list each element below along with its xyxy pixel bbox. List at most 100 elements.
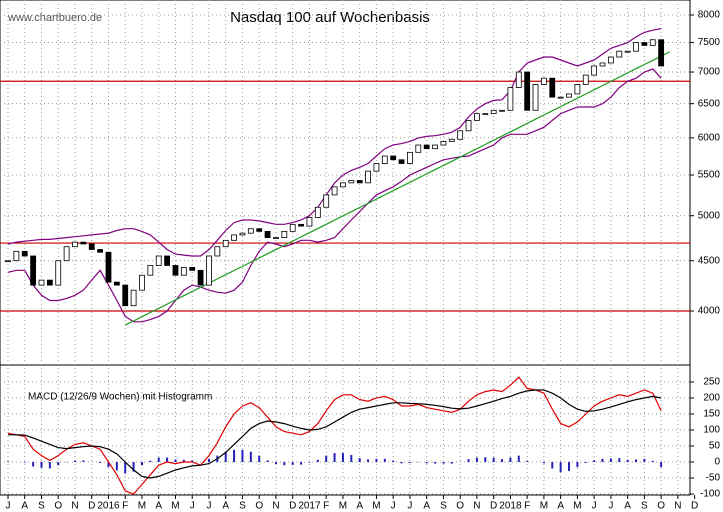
x-tick-label: J bbox=[608, 501, 613, 512]
histogram-bar bbox=[149, 460, 152, 463]
candle bbox=[407, 151, 413, 164]
histogram-bar bbox=[643, 458, 646, 463]
y-tick-label: 50 bbox=[709, 441, 721, 452]
y-tick-label: 4000 bbox=[698, 306, 721, 317]
candle bbox=[398, 159, 405, 164]
upper-band bbox=[7, 28, 662, 257]
x-tick-label: D bbox=[691, 501, 698, 512]
x-tick-label: N bbox=[473, 501, 480, 512]
candle bbox=[189, 267, 196, 271]
histogram-bar bbox=[601, 458, 604, 463]
histogram-bar bbox=[450, 462, 453, 464]
x-tick-label: F bbox=[323, 501, 329, 512]
candle bbox=[457, 130, 464, 140]
histogram-bar bbox=[584, 462, 587, 463]
histogram-bar bbox=[157, 457, 160, 463]
x-tick-label: J bbox=[592, 501, 597, 512]
histogram-bar bbox=[475, 457, 478, 463]
candle bbox=[46, 279, 53, 286]
candle bbox=[273, 237, 279, 240]
candle bbox=[549, 77, 556, 98]
candle bbox=[557, 96, 564, 99]
candle bbox=[381, 155, 388, 164]
x-tick-label: D bbox=[490, 501, 497, 512]
candle bbox=[582, 74, 589, 85]
histogram-bar bbox=[358, 458, 361, 463]
histogram-bar bbox=[274, 462, 277, 464]
histogram-bar bbox=[266, 460, 269, 463]
histogram-bar bbox=[408, 462, 411, 463]
x-tick-label: A bbox=[557, 501, 564, 512]
candle bbox=[423, 144, 430, 150]
x-tick-label: N bbox=[674, 501, 681, 512]
macd-line bbox=[7, 376, 662, 495]
histogram-bar bbox=[593, 460, 596, 463]
candle bbox=[499, 109, 505, 112]
x-tick-label: J bbox=[6, 501, 11, 512]
histogram-bar bbox=[132, 462, 135, 472]
x-tick-label: O bbox=[456, 501, 464, 512]
histogram-bar bbox=[32, 462, 35, 467]
x-tick-label: A bbox=[423, 501, 430, 512]
x-tick-label: A bbox=[624, 501, 631, 512]
histogram-bar bbox=[551, 462, 554, 469]
histogram-bar bbox=[434, 462, 437, 464]
candle bbox=[507, 87, 514, 111]
x-tick-label: O bbox=[255, 501, 263, 512]
x-tick-label: M bbox=[171, 501, 179, 512]
histogram-bar bbox=[542, 462, 545, 464]
x-tick-label: O bbox=[657, 501, 665, 512]
y-tick-label: 100 bbox=[703, 425, 720, 436]
candle bbox=[340, 182, 346, 188]
candle bbox=[440, 141, 447, 146]
histogram-bar bbox=[325, 455, 328, 463]
histogram-bar bbox=[383, 458, 386, 463]
candle bbox=[373, 163, 380, 172]
candle bbox=[147, 265, 154, 276]
histogram-bar bbox=[140, 462, 143, 466]
candle bbox=[281, 230, 288, 239]
y-tick-label: 4500 bbox=[698, 255, 721, 266]
candle bbox=[574, 84, 581, 95]
candle bbox=[55, 260, 62, 286]
candle bbox=[247, 228, 254, 234]
lower-band bbox=[7, 68, 662, 323]
y-tick-label: 5000 bbox=[698, 210, 721, 221]
histogram-bar bbox=[526, 461, 529, 463]
histogram-bar bbox=[174, 459, 177, 463]
candle bbox=[155, 255, 162, 266]
x-tick-label: J bbox=[206, 501, 211, 512]
x-tick-label: S bbox=[440, 501, 447, 512]
candle bbox=[13, 250, 20, 262]
candle bbox=[80, 241, 87, 245]
candle bbox=[532, 84, 539, 111]
candle bbox=[206, 255, 212, 286]
histogram-bar bbox=[48, 462, 51, 469]
candle bbox=[306, 217, 313, 227]
histogram-bar bbox=[492, 457, 495, 463]
histogram-bar bbox=[635, 459, 638, 463]
candle bbox=[356, 180, 363, 184]
x-tick-label: 2016 bbox=[97, 501, 120, 512]
watermark: www.chartbuero.de bbox=[7, 12, 102, 24]
y-tick-label: -100 bbox=[700, 489, 720, 500]
x-tick-label: J bbox=[391, 501, 396, 512]
histogram-bar bbox=[350, 454, 353, 463]
histogram-bar bbox=[375, 458, 378, 463]
candle bbox=[490, 109, 497, 115]
candle bbox=[624, 50, 631, 53]
candle bbox=[88, 243, 95, 250]
histogram-bar bbox=[367, 459, 370, 463]
y-tick-label: 6000 bbox=[698, 132, 721, 143]
x-tick-label: N bbox=[71, 501, 78, 512]
x-tick-label: A bbox=[155, 501, 162, 512]
candle bbox=[323, 194, 330, 208]
candle bbox=[482, 113, 489, 116]
histogram-bar bbox=[7, 461, 9, 463]
x-tick-label: S bbox=[38, 501, 45, 512]
x-tick-label: M bbox=[339, 501, 347, 512]
candle bbox=[130, 289, 137, 307]
candle bbox=[63, 246, 70, 262]
x-tick-label: J bbox=[190, 501, 195, 512]
